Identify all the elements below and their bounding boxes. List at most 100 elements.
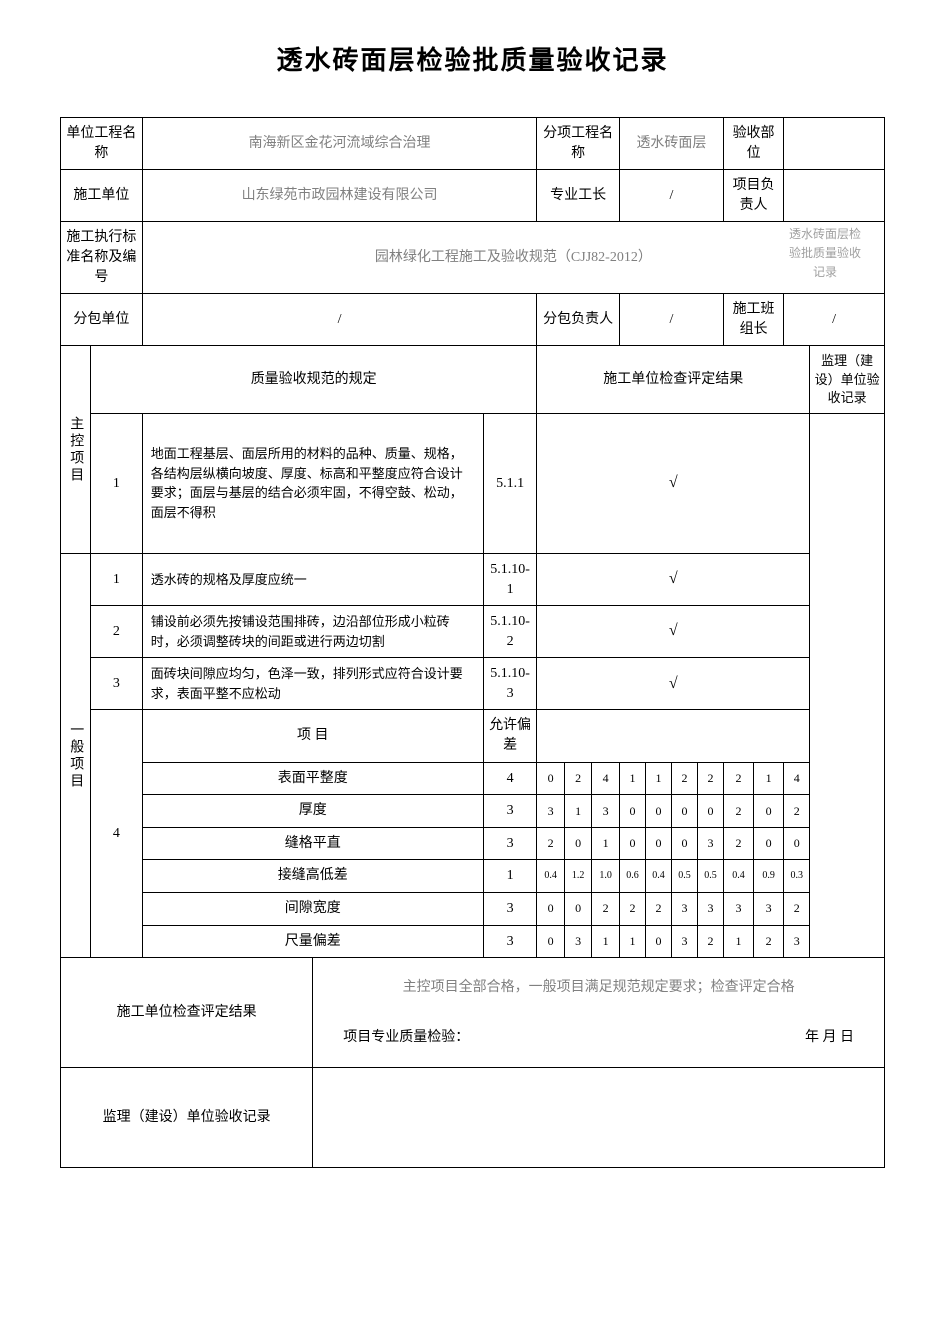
measure-data-header [537, 710, 810, 762]
document-title: 透水砖面层检验批质量验收记录 [60, 40, 885, 77]
column-header-row: 主控项目 质量验收规范的规定 施工单位检查评定结果 监理（建设）单位验收记录 [61, 346, 885, 414]
m1-d4: 0 [645, 795, 671, 828]
measure-name-5: 尺量偏差 [142, 925, 483, 958]
m0-d7: 2 [723, 762, 753, 795]
m3-d0: 0.4 [537, 860, 565, 893]
m5-d2: 1 [592, 925, 620, 958]
gen-desc-3: 面砖块间隙应均匀，色泽一致，排列形式应符合设计要求，表面平整不应松动 [142, 658, 483, 710]
m4-d9: 2 [784, 893, 810, 926]
summary-construction-content: 主控项目全部合格，一般项目满足规范规定要求；检查评定合格 项目专业质量检验： 年… [313, 958, 885, 1068]
col-supervision: 监理（建设）单位验收记录 [810, 346, 885, 414]
m4-d4: 2 [645, 893, 671, 926]
measure-tol-5: 3 [483, 925, 537, 958]
label-standard: 施工执行标准名称及编号 [61, 222, 143, 294]
label-sub-project: 分项工程名称 [537, 118, 620, 170]
general-row-3: 3 面砖块间隙应均匀，色泽一致，排列形式应符合设计要求，表面平整不应松动 5.1… [61, 658, 885, 710]
measure-row-3: 接缝高低差 1 0.4 1.2 1.0 0.6 0.4 0.5 0.5 0.4 … [61, 860, 885, 893]
summary-supervision-label: 监理（建设）单位验收记录 [61, 1068, 313, 1168]
m4-d0: 0 [537, 893, 565, 926]
label-unit-project: 单位工程名称 [61, 118, 143, 170]
measure-tol-2: 3 [483, 827, 537, 860]
summary-supervision-content [313, 1068, 885, 1168]
m1-d9: 2 [784, 795, 810, 828]
main-control-row-1: 1 地面工程基层、面层所用的材料的品种、质量、规格，各结构层纵横向坡度、厚度、标… [61, 413, 885, 553]
page-container: 透水砖面层检验批质量验收记录 透水砖面层检验批质量验收记录 单位工程名称 南海新… [60, 40, 885, 1168]
m2-d7: 2 [723, 827, 753, 860]
m2-d1: 0 [564, 827, 592, 860]
m4-d3: 2 [619, 893, 645, 926]
m0-d8: 1 [754, 762, 784, 795]
gen-desc-2: 铺设前必须先按铺设范围排砖，边沿部位形成小粒砖时，必须调整砖块的间距或进行两边切… [142, 606, 483, 658]
general-label: 一般项目 [61, 553, 91, 957]
measure-tol-0: 4 [483, 762, 537, 795]
gen-check-1: √ [537, 553, 810, 605]
gen-num-2: 2 [91, 606, 143, 658]
m2-d3: 0 [619, 827, 645, 860]
m2-d6: 3 [697, 827, 723, 860]
m4-d5: 3 [671, 893, 697, 926]
measure-row-2: 缝格平直 3 2 0 1 0 0 0 3 2 0 0 [61, 827, 885, 860]
summary-sign-row: 项目专业质量检验： 年 月 日 [323, 1028, 874, 1048]
m4-d7: 3 [723, 893, 753, 926]
supervision-empty [810, 413, 885, 957]
summary-construction-row: 施工单位检查评定结果 主控项目全部合格，一般项目满足规范规定要求；检查评定合格 … [61, 958, 885, 1068]
m1-d7: 2 [723, 795, 753, 828]
gen-num-3: 3 [91, 658, 143, 710]
m3-d9: 0.3 [784, 860, 810, 893]
summary-date-label: 年 月 日 [805, 1028, 854, 1048]
label-subcontractor: 分包单位 [61, 294, 143, 346]
m4-d6: 3 [697, 893, 723, 926]
value-construction-unit: 山东绿苑市政园林建设有限公司 [142, 170, 537, 222]
label-team-leader: 施工班组长 [723, 294, 783, 346]
label-sub-leader: 分包负责人 [537, 294, 620, 346]
m3-d7: 0.4 [723, 860, 753, 893]
summary-construction-label: 施工单位检查评定结果 [61, 958, 313, 1068]
m4-d8: 3 [754, 893, 784, 926]
m5-d4: 0 [645, 925, 671, 958]
header-row-3: 施工执行标准名称及编号 园林绿化工程施工及验收规范（CJJ82-2012） [61, 222, 885, 294]
m5-d1: 3 [564, 925, 592, 958]
m5-d7: 1 [723, 925, 753, 958]
measure-row-5: 尺量偏差 3 0 3 1 1 0 3 2 1 2 3 [61, 925, 885, 958]
value-sub-project: 透水砖面层 [619, 118, 723, 170]
measure-tol-3: 1 [483, 860, 537, 893]
mc-num-1: 1 [91, 413, 143, 553]
measure-tol-4: 3 [483, 893, 537, 926]
measure-num: 4 [91, 710, 143, 958]
general-row-2: 2 铺设前必须先按铺设范围排砖，边沿部位形成小粒砖时，必须调整砖块的间距或进行两… [61, 606, 885, 658]
m2-d5: 0 [671, 827, 697, 860]
inspection-table: 单位工程名称 南海新区金花河流域综合治理 分项工程名称 透水砖面层 验收部位 施… [60, 117, 885, 1168]
m3-d2: 1.0 [592, 860, 620, 893]
label-project-leader: 项目负责人 [723, 170, 783, 222]
main-control-label: 主控项目 [61, 346, 91, 554]
m0-d4: 1 [645, 762, 671, 795]
label-construction-unit: 施工单位 [61, 170, 143, 222]
gen-check-3: √ [537, 658, 810, 710]
m3-d1: 1.2 [564, 860, 592, 893]
col-spec: 质量验收规范的规定 [91, 346, 537, 414]
label-inspect-part: 验收部位 [723, 118, 783, 170]
m2-d8: 0 [754, 827, 784, 860]
measure-header-row: 4 项 目 允许偏差 [61, 710, 885, 762]
value-project-leader [784, 170, 885, 222]
m3-d6: 0.5 [697, 860, 723, 893]
measure-item-label: 项 目 [142, 710, 483, 762]
m1-d6: 0 [697, 795, 723, 828]
header-row-4: 分包单位 / 分包负责人 / 施工班组长 / [61, 294, 885, 346]
value-unit-project: 南海新区金花河流域综合治理 [142, 118, 537, 170]
m0-d0: 0 [537, 762, 565, 795]
m5-d3: 1 [619, 925, 645, 958]
m5-d9: 3 [784, 925, 810, 958]
m2-d0: 2 [537, 827, 565, 860]
measure-row-4: 间隙宽度 3 0 0 2 2 2 3 3 3 3 2 [61, 893, 885, 926]
value-foreman: / [619, 170, 723, 222]
measure-row-0: 表面平整度 4 0 2 4 1 1 2 2 2 1 4 [61, 762, 885, 795]
m5-d8: 2 [754, 925, 784, 958]
measure-tol-1: 3 [483, 795, 537, 828]
m0-d3: 1 [619, 762, 645, 795]
mc-desc-1: 地面工程基层、面层所用的材料的品种、质量、规格，各结构层纵横向坡度、厚度、标高和… [142, 413, 483, 553]
m1-d0: 3 [537, 795, 565, 828]
m5-d6: 2 [697, 925, 723, 958]
label-foreman: 专业工长 [537, 170, 620, 222]
m1-d1: 1 [564, 795, 592, 828]
